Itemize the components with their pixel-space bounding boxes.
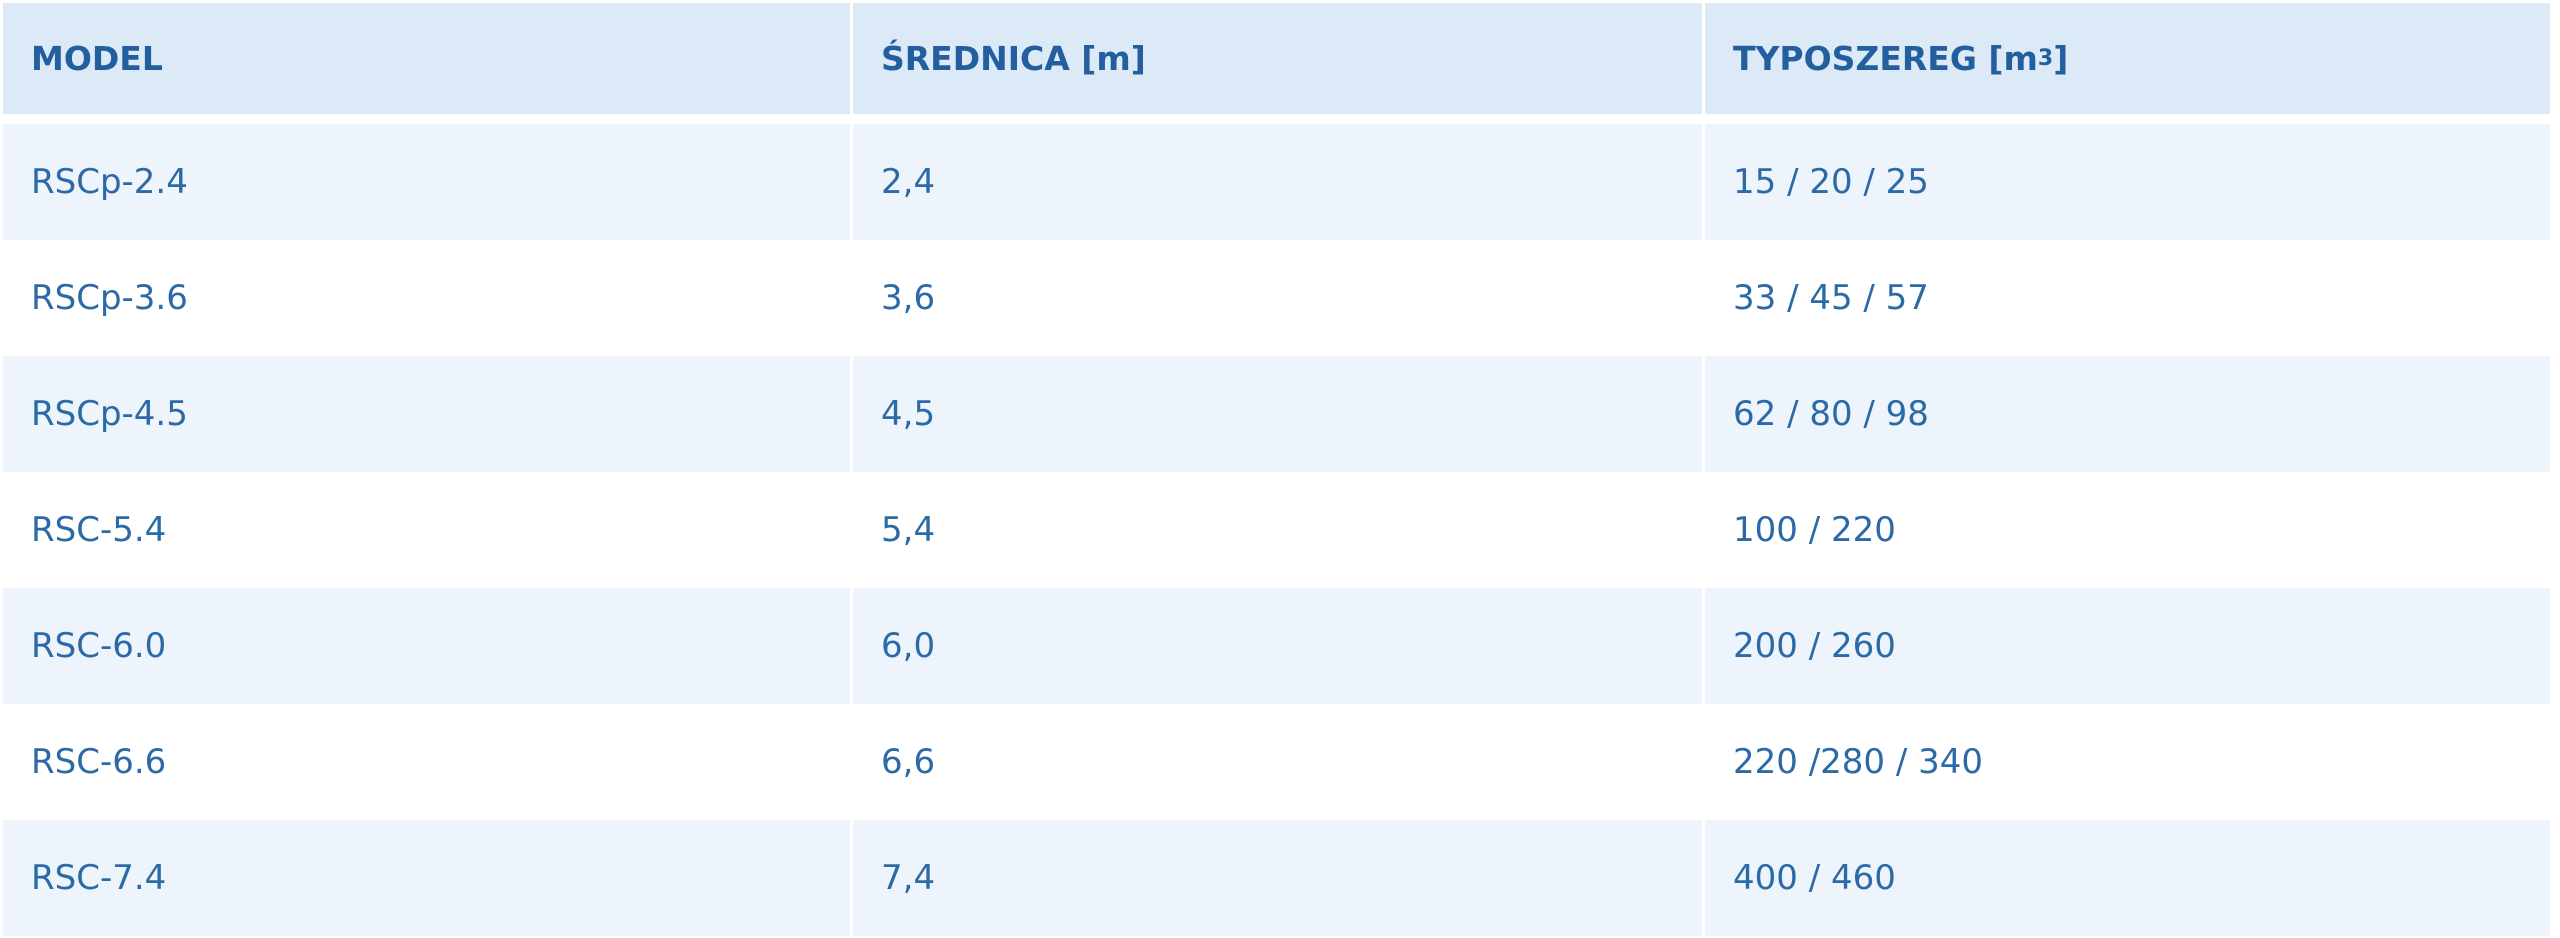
cell-model: RSC-6.0 xyxy=(3,588,850,704)
cell-series: 100 / 220 xyxy=(1705,472,2550,588)
cell-series: 220 /280 / 340 xyxy=(1705,704,2550,820)
cell-diameter: 5,4 xyxy=(853,472,1702,588)
cell-series: 200 / 260 xyxy=(1705,588,2550,704)
cell-model: RSCp-4.5 xyxy=(3,356,850,472)
cell-diameter: 7,4 xyxy=(853,820,1702,936)
header-diameter: ŚREDNICA [m] xyxy=(853,3,1702,114)
table-row: RSCp-2.4 2,4 15 / 20 / 25 xyxy=(3,124,2550,240)
cell-diameter: 6,6 xyxy=(853,704,1702,820)
cell-series: 33 / 45 / 57 xyxy=(1705,240,2550,356)
cell-model: RSC-7.4 xyxy=(3,820,850,936)
models-table: MODEL ŚREDNICA [m] TYPOSZEREG [m 3] RSCp-… xyxy=(3,3,2550,936)
cell-series: 15 / 20 / 25 xyxy=(1705,124,2550,240)
cell-diameter: 6,0 xyxy=(853,588,1702,704)
table-row: RSCp-4.5 4,5 62 / 80 / 98 xyxy=(3,356,2550,472)
cell-series: 62 / 80 / 98 xyxy=(1705,356,2550,472)
table-row: RSC-6.0 6,0 200 / 260 xyxy=(3,588,2550,704)
header-series: TYPOSZEREG [m 3] xyxy=(1705,3,2550,114)
cell-model: RSCp-2.4 xyxy=(3,124,850,240)
cell-diameter: 2,4 xyxy=(853,124,1702,240)
cell-diameter: 3,6 xyxy=(853,240,1702,356)
header-series-text: TYPOSZEREG [m xyxy=(1733,39,2038,78)
table-row: RSC-5.4 5,4 100 / 220 xyxy=(3,472,2550,588)
table-header-row: MODEL ŚREDNICA [m] TYPOSZEREG [m 3] xyxy=(3,3,2550,114)
table-row: RSC-6.6 6,6 220 /280 / 340 xyxy=(3,704,2550,820)
table-row: RSCp-3.6 3,6 33 / 45 / 57 xyxy=(3,240,2550,356)
table-row: RSC-7.4 7,4 400 / 460 xyxy=(3,820,2550,936)
cell-model: RSCp-3.6 xyxy=(3,240,850,356)
cell-series: 400 / 460 xyxy=(1705,820,2550,936)
cell-diameter: 4,5 xyxy=(853,356,1702,472)
cell-model: RSC-5.4 xyxy=(3,472,850,588)
header-series-suffix: ] xyxy=(2053,39,2069,78)
cell-model: RSC-6.6 xyxy=(3,704,850,820)
header-model: MODEL xyxy=(3,3,850,114)
